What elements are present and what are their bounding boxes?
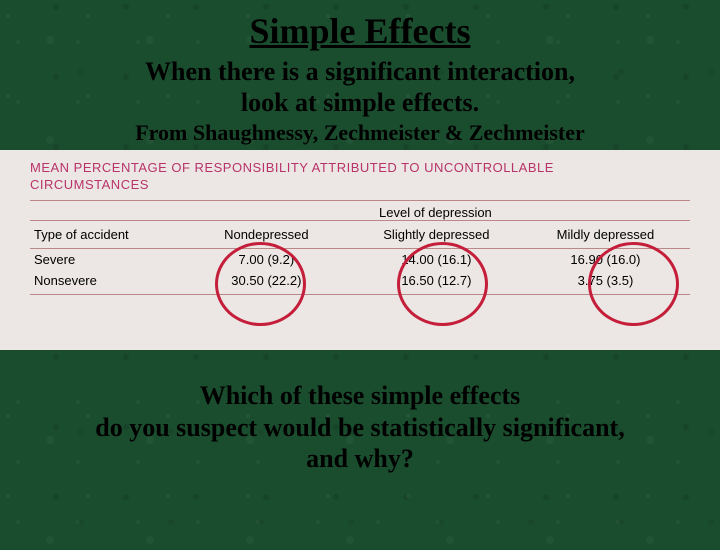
cell-1-1: 16.50 (12.7) (352, 270, 521, 295)
slide-subtitle: When there is a significant interaction,… (0, 56, 720, 118)
cell-1-0: 30.50 (22.2) (181, 270, 352, 295)
table-row: Severe 7.00 (9.2) 14.00 (16.1) 16.90 (16… (30, 249, 690, 271)
data-table: Level of depression Type of accident Non… (30, 200, 690, 295)
table-header-row: Type of accident Nondepressed Slightly d… (30, 221, 690, 249)
table-super-header-row: Level of depression (30, 201, 690, 221)
cell-0-1: 14.00 (16.1) (352, 249, 521, 271)
table-heading-line1: MEAN PERCENTAGE OF RESPONSIBILITY ATTRIB… (30, 160, 690, 175)
cell-1-2: 3.75 (3.5) (521, 270, 690, 295)
level-of-depression-header: Level of depression (181, 201, 690, 221)
row-label-1: Nonsevere (30, 270, 181, 295)
subtitle-line2: look at simple effects. (241, 88, 479, 117)
source-citation: From Shaughnessy, Zechmeister & Zechmeis… (0, 120, 720, 146)
data-table-panel: MEAN PERCENTAGE OF RESPONSIBILITY ATTRIB… (0, 150, 720, 350)
row-header-label: Type of accident (30, 221, 181, 249)
col-header-1: Slightly depressed (352, 221, 521, 249)
cell-0-0: 7.00 (9.2) (181, 249, 352, 271)
question-line2: do you suspect would be statistically si… (95, 413, 624, 442)
question-text: Which of these simple effects do you sus… (0, 380, 720, 474)
cell-0-2: 16.90 (16.0) (521, 249, 690, 271)
table-row: Nonsevere 30.50 (22.2) 16.50 (12.7) 3.75… (30, 270, 690, 295)
col-header-2: Mildly depressed (521, 221, 690, 249)
col-header-0: Nondepressed (181, 221, 352, 249)
subtitle-line1: When there is a significant interaction, (145, 57, 575, 86)
table-heading-line2: CIRCUMSTANCES (30, 177, 690, 192)
slide-title: Simple Effects (0, 10, 720, 52)
question-line3: and why? (306, 444, 414, 473)
question-line1: Which of these simple effects (200, 381, 521, 410)
row-label-0: Severe (30, 249, 181, 271)
